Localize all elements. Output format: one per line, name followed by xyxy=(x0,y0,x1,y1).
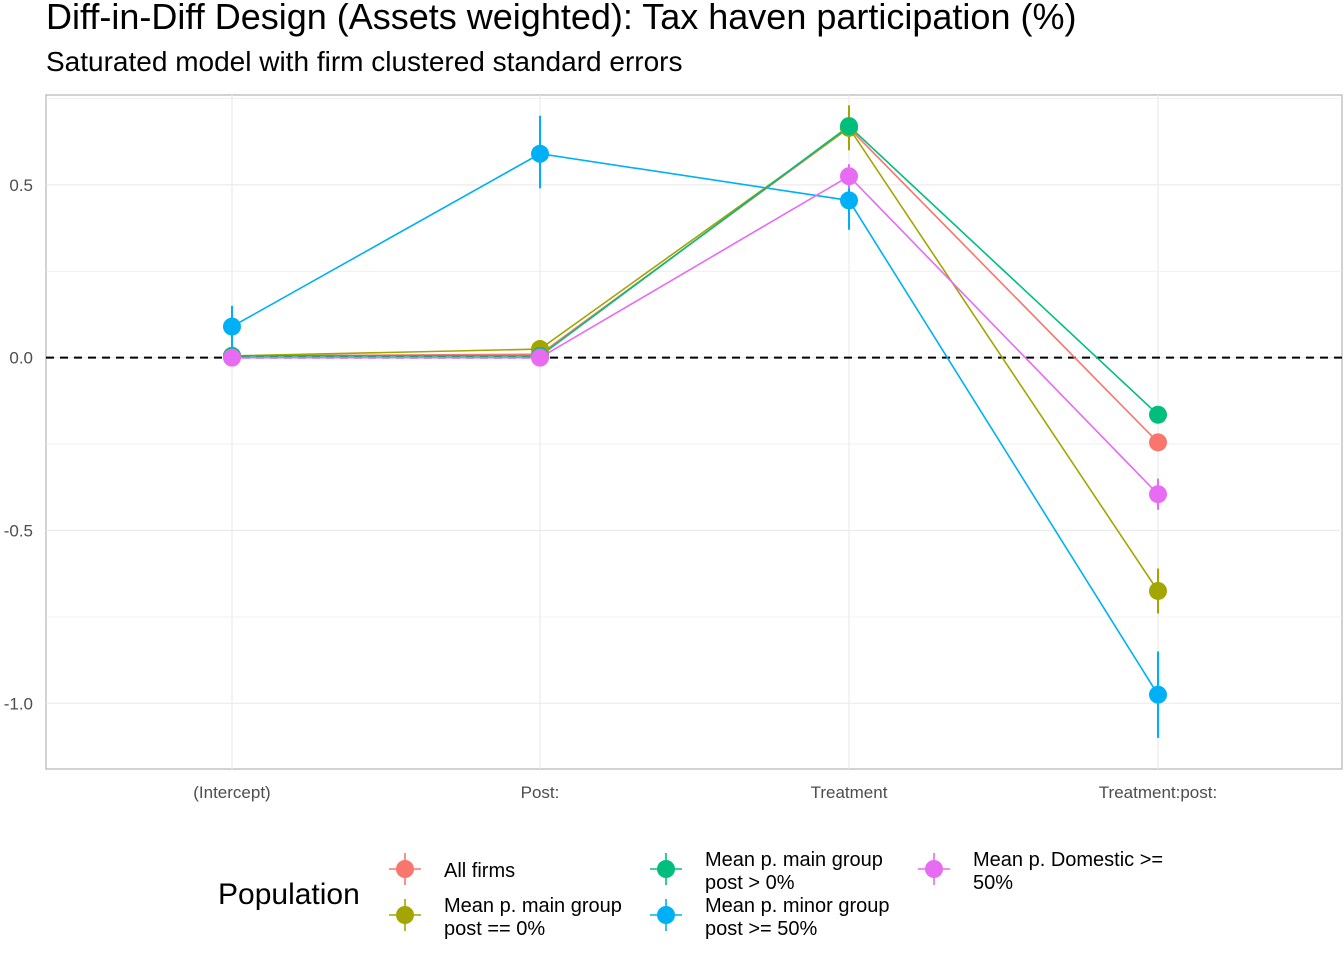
x-tick-label: (Intercept) xyxy=(193,783,270,802)
y-tick-label: -0.5 xyxy=(4,522,33,541)
legend-label-line2: post > 0% xyxy=(705,872,795,894)
data-point-4-0 xyxy=(223,348,241,367)
data-point-2-2 xyxy=(840,117,858,136)
data-point-3-0 xyxy=(223,317,241,336)
y-tick-label: 0.0 xyxy=(9,349,33,368)
legend-key-point xyxy=(396,860,414,878)
data-point-3-1 xyxy=(531,144,549,163)
y-tick-label: 0.5 xyxy=(9,176,33,195)
legend-key-point xyxy=(396,906,414,924)
legend-label-line1: Mean p. main group xyxy=(705,849,883,871)
series-line-3 xyxy=(231,152,1159,696)
x-tick-label: Treatment xyxy=(811,783,888,802)
data-point-4-1 xyxy=(531,348,549,367)
axis-layer: (Intercept) Post: Treatment Treatment:post:… xyxy=(4,176,1218,802)
legend-label-line1: Mean p. Domestic >= xyxy=(973,849,1163,871)
chart-subtitle: Saturated model with firm clustered stan… xyxy=(46,46,683,77)
legend-label-line2: post == 0% xyxy=(444,918,545,940)
x-tick-label: Treatment:post: xyxy=(1099,783,1217,802)
series-line-4 xyxy=(232,175,1159,495)
data-point-3-2 xyxy=(840,191,858,210)
data-point-2-3 xyxy=(1149,405,1167,424)
data-point-1-3 xyxy=(1149,581,1167,600)
plot-panel xyxy=(45,94,1343,770)
x-tick-label: Post: xyxy=(521,783,560,802)
y-tick-label: -1.0 xyxy=(4,694,33,713)
series-line-1 xyxy=(231,126,1159,592)
data-point-0-3 xyxy=(1149,433,1167,452)
legend-key-point xyxy=(657,906,675,924)
data-point-4-3 xyxy=(1149,485,1167,504)
legend-label-line2: post >= 50% xyxy=(705,918,818,940)
series-layer xyxy=(223,105,1167,738)
data-point-4-2 xyxy=(840,167,858,186)
legend-title: Population xyxy=(218,878,360,911)
legend-label-line1: All firms xyxy=(444,860,515,882)
legend-label-line1: Mean p. minor group xyxy=(705,895,890,917)
data-point-3-3 xyxy=(1149,685,1167,704)
legend-key-point xyxy=(657,860,675,878)
legend-key-point xyxy=(925,860,943,878)
series-line-2 xyxy=(232,125,1159,416)
legend-label-line1: Mean p. main group xyxy=(444,895,622,917)
chart-title: Diff-in-Diff Design (Assets weighted): T… xyxy=(46,0,1077,37)
grid-lines xyxy=(46,95,1342,769)
legend-label-line2: 50% xyxy=(973,872,1013,894)
